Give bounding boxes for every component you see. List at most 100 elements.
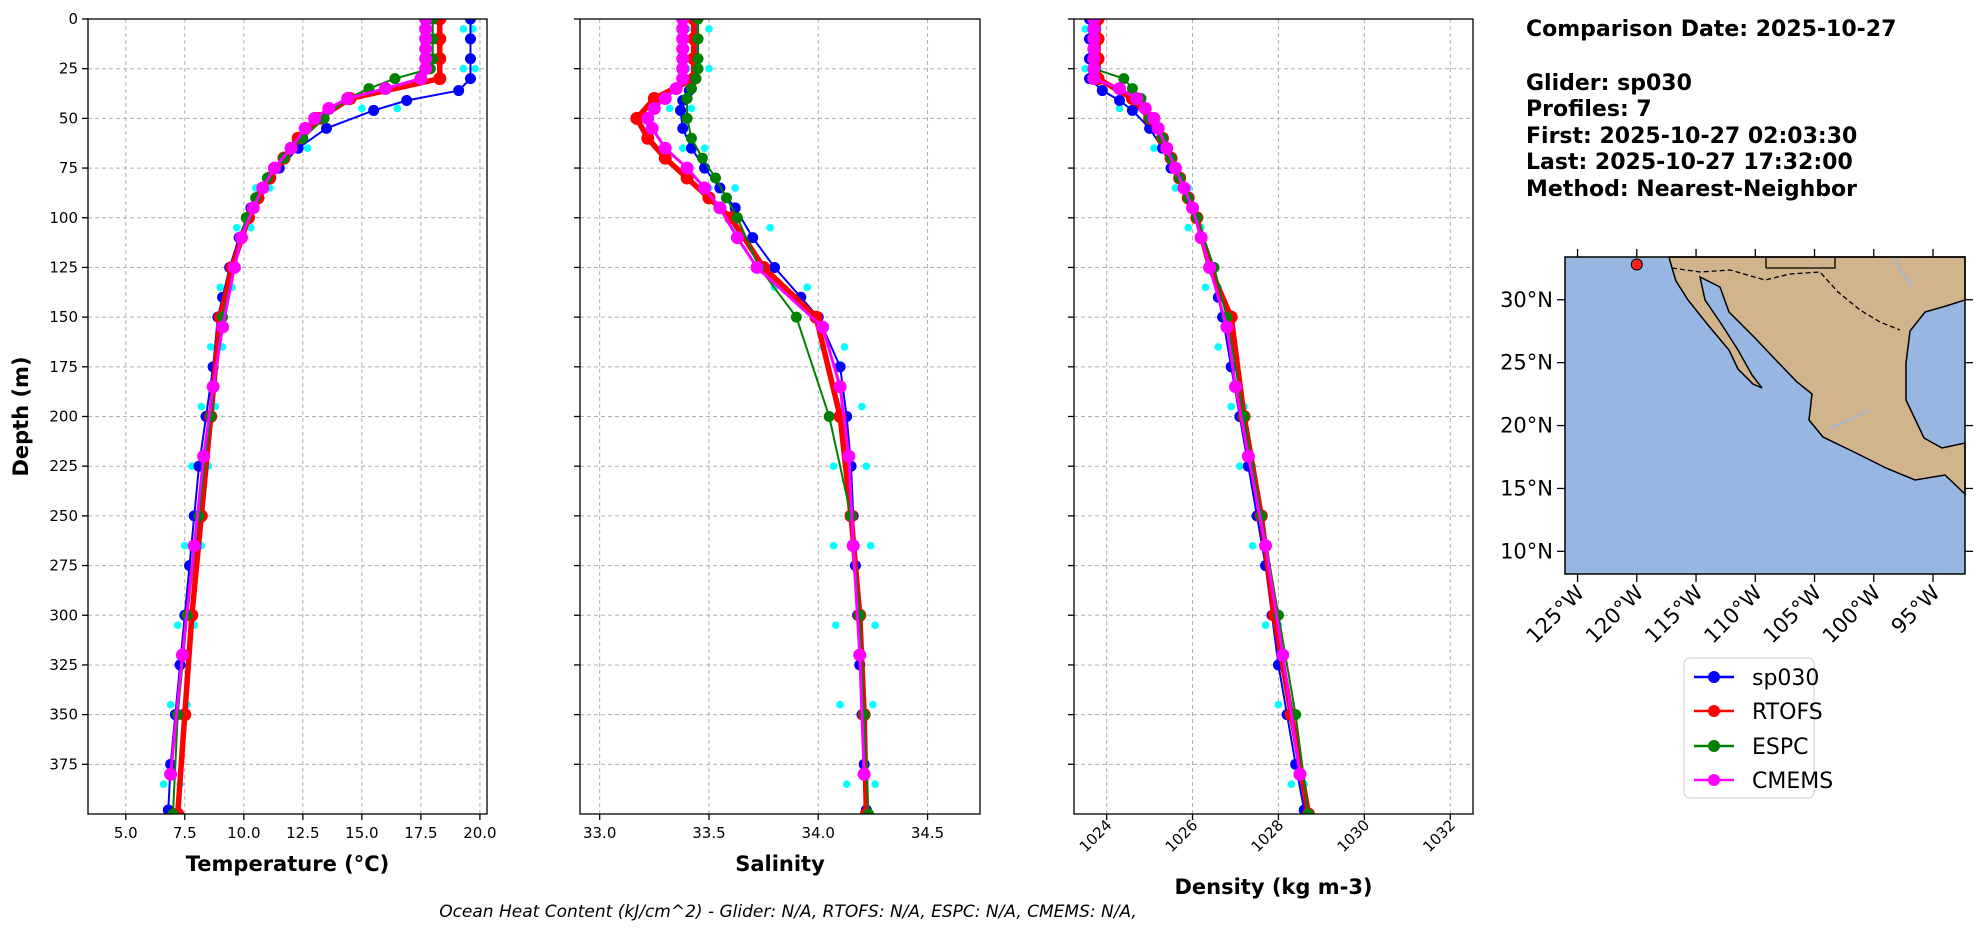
y-tick-label: 200 — [49, 408, 78, 426]
profile-marker — [1194, 231, 1208, 245]
legend-marker — [1708, 774, 1720, 786]
x-tick-label: 12.5 — [286, 824, 319, 842]
profile-point — [831, 621, 840, 629]
profile-point — [766, 223, 774, 232]
x-tick-label: 1026 — [1162, 816, 1202, 856]
profile-point — [1150, 144, 1158, 152]
profile-marker — [658, 141, 672, 155]
x-tick-label: 1032 — [1419, 816, 1459, 856]
profile-marker — [692, 33, 704, 45]
profile-panel: 33.0 33.5 34.0 34.5 Salinity — [574, 18, 981, 876]
profile-marker — [1096, 85, 1108, 97]
y-tick-label: 325 — [49, 656, 78, 674]
profile-marker — [197, 449, 211, 463]
profile-point — [247, 223, 255, 232]
profile-point — [1227, 402, 1235, 411]
glider-location — [1630, 258, 1643, 271]
profile-point — [866, 541, 875, 550]
profile-marker — [676, 62, 690, 76]
profile-marker — [658, 92, 672, 105]
profile-marker — [1138, 101, 1152, 115]
profile-point — [1274, 700, 1283, 709]
legend-marker — [1708, 671, 1720, 683]
x-tick-label: 105°W — [1759, 580, 1827, 648]
profile-point — [840, 343, 849, 351]
profile-line — [1088, 19, 1306, 811]
profile-marker — [685, 132, 697, 144]
profile-point — [1171, 184, 1180, 192]
y-tick-label: 375 — [49, 755, 78, 773]
profile-marker — [1241, 449, 1255, 463]
profile-point — [836, 700, 844, 709]
profile-point — [829, 541, 838, 550]
x-tick-label: 33.5 — [692, 824, 725, 842]
profile-marker — [676, 22, 690, 36]
profile-marker — [1228, 380, 1242, 394]
axes-frame — [579, 18, 981, 815]
plot-area — [159, 19, 479, 814]
x-tick-label: 17.5 — [404, 824, 437, 842]
info-line: Profiles: 7 — [1526, 97, 1652, 122]
legend: sp030 RTOFS ESPC CMEMS — [1683, 657, 1833, 799]
x-tick-label: 1030 — [1333, 816, 1373, 856]
profile-marker — [720, 192, 732, 204]
legend-label: CMEMS — [1752, 769, 1833, 794]
info-line: Comparison Date: 2025-10-27 — [1526, 17, 1896, 42]
profile-marker — [690, 73, 702, 85]
profile-marker — [234, 231, 248, 245]
profile-marker — [863, 808, 875, 814]
x-tick-label: 120°W — [1581, 580, 1649, 648]
profile-point — [700, 144, 709, 152]
profile-marker — [464, 73, 476, 85]
profile-point — [159, 780, 168, 788]
profile-marker — [641, 131, 655, 145]
y-tick-label: 150 — [49, 308, 78, 326]
profile-marker — [318, 112, 330, 124]
profile-marker — [833, 380, 847, 394]
profile-marker — [647, 92, 661, 105]
profile-marker — [167, 808, 179, 814]
profile-marker — [696, 152, 708, 164]
profile-marker — [401, 94, 413, 106]
y-tick-label: 25 — [59, 60, 78, 78]
profile-marker — [1276, 648, 1290, 662]
profile-point — [1235, 462, 1244, 470]
profile-point — [829, 462, 838, 470]
legend-label: RTOFS — [1752, 700, 1823, 725]
map-frame — [1564, 256, 1966, 575]
profile-marker — [790, 311, 802, 323]
profile-marker — [453, 85, 465, 97]
y-tick-label: 50 — [59, 109, 78, 127]
profile-marker — [1130, 92, 1144, 105]
profile-point — [1115, 104, 1124, 113]
profile-marker — [680, 161, 694, 175]
profile-marker — [853, 648, 867, 662]
profile-marker — [669, 82, 683, 96]
legend-box — [1683, 657, 1815, 799]
profile-marker — [298, 121, 312, 135]
profile-marker — [1126, 104, 1138, 116]
profile-marker — [464, 53, 476, 65]
y-tick-label: 0 — [68, 10, 78, 28]
profile-point — [358, 104, 366, 113]
profile-marker — [308, 111, 322, 125]
profile-point — [1248, 541, 1257, 550]
x-tick-label: 1028 — [1248, 816, 1288, 856]
profile-point — [871, 780, 879, 788]
profile-marker — [206, 380, 220, 394]
profile-marker — [710, 172, 722, 184]
axes-frame — [87, 18, 488, 815]
info-line: First: 2025-10-27 02:03:30 — [1526, 124, 1857, 149]
y-tick-label: 225 — [49, 457, 78, 475]
axes-frame — [1073, 18, 1474, 815]
profile-marker — [464, 33, 476, 45]
profile-marker — [419, 52, 433, 66]
x-tick-label: 110°W — [1699, 580, 1767, 648]
profile-marker — [857, 767, 871, 781]
profile-point — [705, 64, 713, 73]
profile-marker — [378, 82, 392, 96]
profile-panel: 5.0 7.5 10.0 12.5 15.0 17.5 20.0 0 25 50 75 100 125 1… — [9, 10, 497, 876]
profile-line — [1092, 19, 1302, 775]
y-tick-label: 25°N — [1500, 351, 1553, 375]
